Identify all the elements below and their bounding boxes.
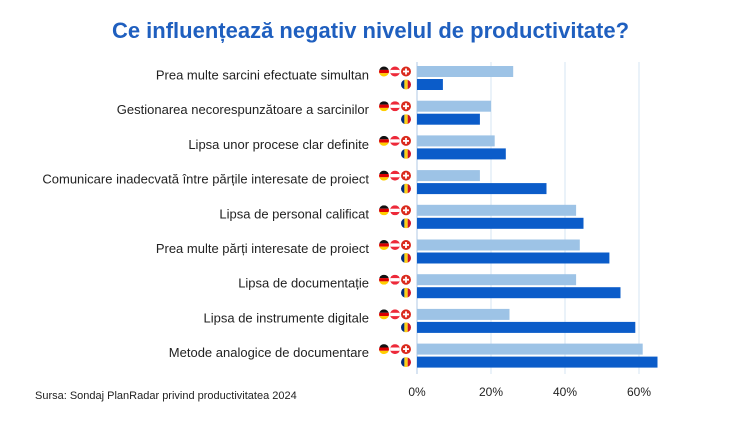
bar-ro (417, 252, 610, 264)
chart-title: Ce influențează negativ nivelul de produ… (111, 18, 630, 43)
x-tick-label: 40% (553, 385, 577, 399)
flag-ch-icon (401, 101, 411, 112)
bar-ro (417, 79, 443, 90)
category-label: Prea multe părți interesate de proiect (156, 241, 370, 256)
flag-ch-icon (401, 135, 411, 146)
flag-at-icon (390, 135, 400, 146)
x-tick-label: 60% (627, 385, 651, 399)
bar-ro (417, 148, 506, 160)
flag-de-icon (379, 170, 389, 181)
flag-ro-icon (401, 218, 411, 229)
category-label: Prea multe sarcini efectuate simultan (156, 68, 369, 83)
flag-de-icon (379, 135, 389, 146)
flag-ro-icon (401, 322, 411, 333)
flag-ro-icon (401, 357, 411, 368)
bar-dach (417, 239, 580, 251)
category-label: Metode analogice de documentare (169, 345, 369, 360)
category-label: Gestionarea necorespunzătoare a sarcinil… (117, 102, 370, 117)
flag-ro-icon (401, 253, 411, 263)
category-label: Lipsa de documentație (238, 276, 369, 291)
bar-dach (417, 343, 643, 355)
flag-de-icon (379, 274, 389, 285)
flag-ro-icon (401, 148, 411, 159)
flag-ch-icon (401, 274, 411, 285)
flag-at-icon (390, 170, 400, 181)
flag-de-icon (379, 344, 389, 355)
flag-at-icon (390, 240, 400, 250)
flag-ch-icon (401, 170, 411, 181)
flag-ro-icon (401, 114, 411, 125)
x-tick-label: 20% (479, 385, 503, 399)
bar-ro (417, 321, 636, 333)
category-label: Comunicare inadecvată între părțile inte… (42, 172, 369, 187)
source-note: Sursa: Sondaj PlanRadar privind producti… (35, 390, 297, 402)
bar-dach (417, 274, 577, 286)
category-labels: Prea multe sarcini efectuate simultan Ges… (42, 68, 369, 361)
bar-dach (417, 204, 577, 216)
category-label: Lipsa de personal calificat (219, 206, 369, 221)
bar-ro (417, 217, 584, 229)
flag-ch-icon (401, 240, 411, 250)
bar-ro (417, 113, 480, 125)
bar-dach (417, 135, 495, 147)
category-label: Lipsa de instrumente digitale (204, 310, 370, 325)
flag-ro-icon (401, 287, 411, 298)
bar-ro (417, 183, 547, 195)
flag-at-icon (390, 101, 400, 112)
flag-at-icon (390, 344, 400, 355)
flag-ro-icon (401, 79, 411, 90)
x-tick-label: 0% (408, 385, 426, 399)
bars (417, 66, 658, 368)
flag-ch-icon (401, 344, 411, 355)
bar-dach (417, 170, 480, 182)
flag-de-icon (379, 205, 389, 216)
flag-at-icon (390, 66, 400, 77)
flag-ch-icon (401, 309, 411, 320)
bar-dach (417, 308, 510, 320)
flag-de-icon (379, 240, 389, 250)
flag-at-icon (390, 205, 400, 216)
bar-dach (417, 66, 514, 77)
bar-dach (417, 100, 491, 112)
flag-ch-icon (401, 66, 411, 77)
bar-ro (417, 356, 658, 368)
flag-icons (379, 66, 411, 368)
flag-at-icon (390, 309, 400, 320)
flag-de-icon (379, 309, 389, 320)
category-label: Lipsa unor procese clar definite (188, 137, 369, 152)
flag-de-icon (379, 66, 389, 77)
bar-ro (417, 287, 621, 299)
flag-de-icon (379, 101, 389, 112)
flag-at-icon (390, 274, 400, 285)
x-tick-labels: 0% 20% 40% 60% (408, 385, 651, 399)
flag-ro-icon (401, 183, 411, 194)
flag-ch-icon (401, 205, 411, 216)
